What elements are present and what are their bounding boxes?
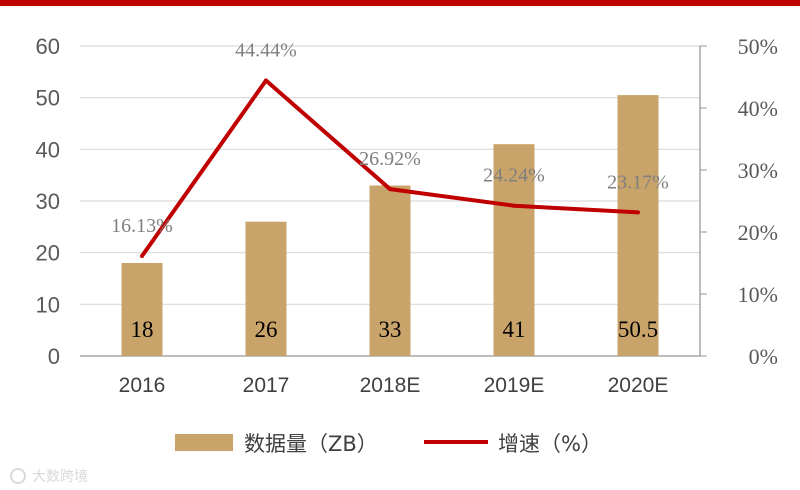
x-tick-label: 2018E (360, 374, 421, 397)
watermark-logo-icon (10, 468, 26, 484)
bar (369, 185, 411, 356)
x-tick-label: 2020E (608, 374, 669, 397)
watermark-text: 大数跨境 (32, 469, 88, 485)
top-rule (0, 0, 800, 6)
y-right-tick-label: 10% (738, 282, 778, 307)
y-right-tick-label: 50% (738, 34, 778, 59)
axes: 0 10 20 30 40 50 60 0% 10% 20% 30% 40% 50% 2016 2017 20… (36, 34, 778, 397)
line-point (512, 203, 516, 208)
bar (121, 263, 163, 356)
y-left-tick-label: 40 (36, 137, 60, 162)
y-left-tick-label: 0 (48, 344, 60, 369)
y-left-tick-label: 50 (36, 86, 60, 111)
x-tick-label: 2016 (119, 374, 166, 397)
y-right-tick-label: 20% (738, 220, 778, 245)
legend-swatch-bar (175, 434, 233, 451)
line-point (264, 78, 268, 83)
legend-label-line: 增速（%） (498, 432, 602, 456)
data-labels: 18 26 33 41 50.5 16.13% 44.44% 26.92% 24.24% 23.1… (111, 39, 669, 342)
y-left-tick-label: 20 (36, 241, 60, 266)
line-series (140, 78, 640, 258)
bar-value-label: 18 (131, 317, 154, 342)
x-tick-label: 2019E (484, 374, 545, 397)
y-right-tick-label: 30% (738, 158, 778, 183)
line-value-label: 24.24% (483, 165, 545, 187)
bar-value-label: 33 (379, 317, 402, 342)
y-right-tick-label: 40% (738, 96, 778, 121)
line-value-label: 16.13% (111, 215, 173, 237)
watermark: 大数跨境 (10, 468, 88, 485)
x-tick-label: 2017 (243, 374, 290, 397)
bar (493, 144, 535, 356)
bar-value-label: 50.5 (618, 317, 658, 342)
y-left-tick-label: 30 (36, 189, 60, 214)
bar-series (121, 95, 659, 356)
legend-label-bar: 数据量（ZB） (244, 432, 378, 456)
line-value-label: 26.92% (359, 148, 421, 170)
y-left-tick-label: 60 (36, 34, 60, 59)
line-value-label: 44.44% (235, 39, 297, 61)
line-value-label: 23.17% (607, 171, 669, 193)
legend: 数据量（ZB） 增速（%） (175, 432, 602, 456)
line-point (636, 210, 640, 215)
line-point (388, 187, 392, 192)
bar-value-label: 26 (255, 317, 278, 342)
y-left-tick-label: 10 (36, 292, 60, 317)
y-right-tick-label: 0% (749, 344, 778, 369)
line-point (140, 253, 144, 258)
bar (245, 221, 287, 356)
bar (617, 95, 659, 356)
bar-value-label: 41 (503, 317, 526, 342)
